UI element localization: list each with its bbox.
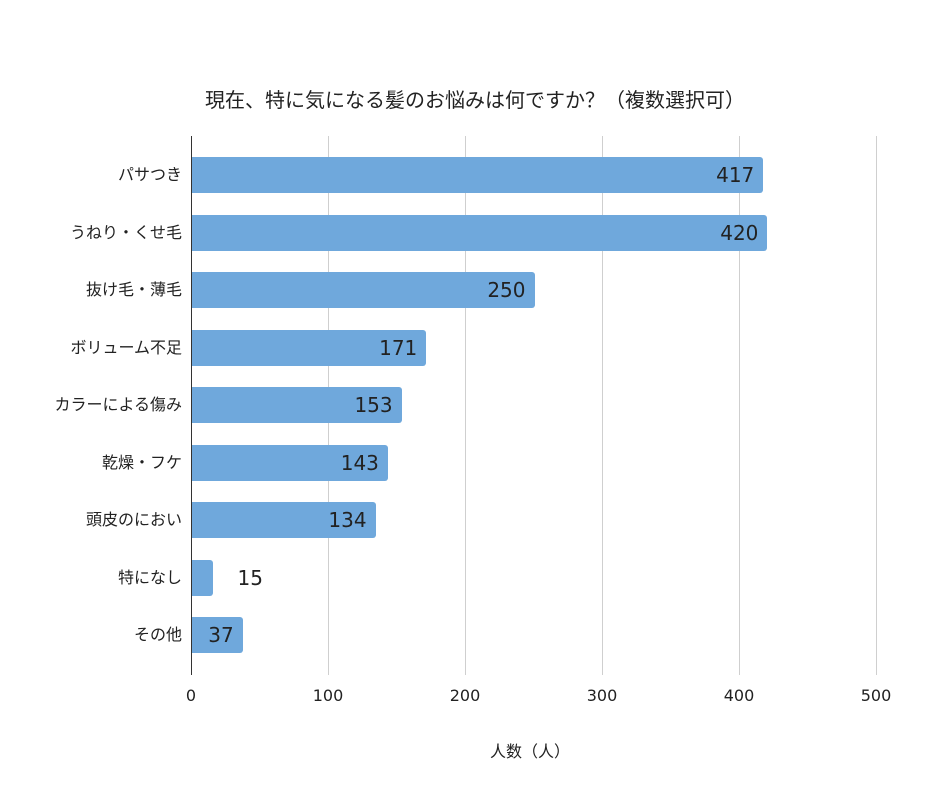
category-label: 乾燥・フケ: [101, 452, 182, 472]
x-tick-label: 400: [723, 686, 755, 705]
bar: [192, 329, 427, 366]
gridline: [465, 136, 466, 675]
data-label: 153: [354, 393, 393, 417]
category-label: 頭皮のにおい: [85, 510, 182, 529]
x-tick-label: 500: [860, 686, 892, 705]
data-label: 143: [340, 450, 379, 475]
category-label: パサつき: [117, 165, 182, 184]
x-tick-label: 0: [185, 686, 197, 705]
gridline: [876, 136, 877, 675]
x-tick-label: 100: [312, 686, 344, 705]
plot-area: 417 420 250 171 153 143 134 15 37: [191, 136, 877, 675]
bar: [192, 157, 764, 193]
bar: [192, 272, 535, 308]
category-label: ボリューム不足: [70, 337, 182, 357]
category-label: うねり・くせ毛: [69, 222, 182, 242]
category-label: その他: [133, 625, 182, 644]
data-label: 134: [328, 508, 367, 532]
gridline: [602, 136, 603, 675]
bar: [192, 559, 213, 596]
data-label: 15: [237, 565, 263, 590]
bar: [192, 502, 376, 538]
x-tick-label: 300: [586, 686, 618, 705]
bar: [192, 214, 768, 251]
x-axis-label: 人数（人）: [489, 742, 570, 761]
category-label: カラーによる傷み: [54, 395, 182, 414]
data-label: 417: [716, 163, 755, 187]
y-axis-line: [191, 136, 192, 675]
data-label: 171: [379, 335, 418, 360]
data-label: 420: [720, 220, 759, 245]
bar: [192, 444, 388, 481]
chart-title: 現在、特に気になる髪のお悩みは何ですか？（複数選択可）: [205, 88, 745, 112]
gridline: [739, 136, 740, 675]
category-label: 抜け毛・薄毛: [85, 280, 182, 299]
x-tick-label: 200: [449, 686, 481, 705]
category-label: 特になし: [117, 567, 182, 587]
data-label: 37: [208, 623, 234, 647]
data-label: 250: [487, 278, 526, 302]
bar: [192, 617, 243, 653]
bar: [192, 387, 402, 423]
